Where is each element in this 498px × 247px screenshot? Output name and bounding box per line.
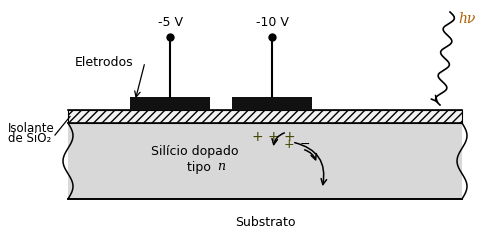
Text: Eletrodos: Eletrodos <box>75 56 133 68</box>
Bar <box>130 97 210 110</box>
Text: tipo: tipo <box>187 161 215 173</box>
Text: Isolante: Isolante <box>8 123 55 136</box>
Text: hν: hν <box>458 12 475 26</box>
Text: n: n <box>217 161 225 173</box>
Text: -10 V: -10 V <box>255 16 288 29</box>
Text: +: + <box>267 130 279 144</box>
Text: −: − <box>300 138 310 150</box>
Bar <box>232 97 312 110</box>
Text: Silício dopado: Silício dopado <box>151 144 239 158</box>
Bar <box>68 110 462 123</box>
Text: -5 V: -5 V <box>157 16 182 29</box>
Text: +: + <box>251 130 263 144</box>
Bar <box>68 123 462 199</box>
Text: de SiO₂: de SiO₂ <box>8 132 51 145</box>
Text: Substrato: Substrato <box>235 216 295 229</box>
Bar <box>68 110 462 123</box>
Text: +: + <box>283 130 295 144</box>
Text: +: + <box>284 138 294 150</box>
